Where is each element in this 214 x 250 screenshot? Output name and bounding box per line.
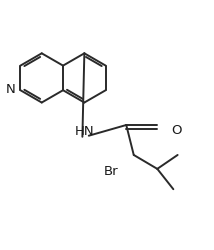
Text: O: O xyxy=(171,124,182,137)
Text: HN: HN xyxy=(75,125,94,138)
Text: N: N xyxy=(5,83,15,96)
Text: Br: Br xyxy=(104,164,119,177)
